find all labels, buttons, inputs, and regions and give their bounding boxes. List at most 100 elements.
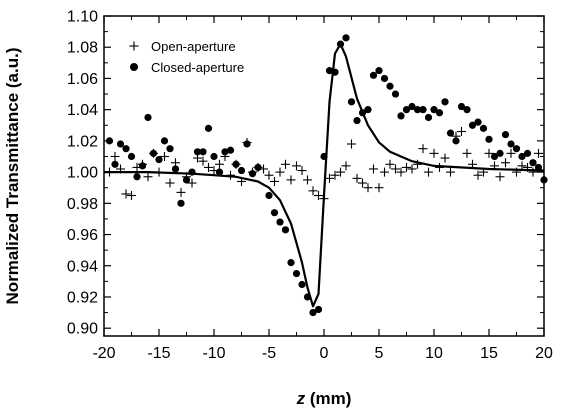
open-aperture-point bbox=[281, 159, 290, 169]
open-aperture-point bbox=[325, 173, 334, 183]
closed-aperture-point bbox=[485, 135, 493, 143]
closed-aperture-point bbox=[479, 124, 488, 132]
closed-aperture-point bbox=[155, 156, 163, 164]
closed-aperture-point bbox=[171, 165, 180, 173]
closed-aperture-point bbox=[452, 137, 460, 145]
open-aperture-point bbox=[380, 167, 389, 177]
open-aperture-point bbox=[204, 162, 213, 172]
closed-aperture-point bbox=[490, 152, 499, 161]
ticks-layer: -20 -15 -10 -5 0 5 10 15 20 0.90 0.92 0.94 0.96 0.98 1… bbox=[67, 9, 553, 363]
closed-aperture-point bbox=[210, 152, 218, 161]
closed-aperture-point bbox=[496, 149, 504, 157]
closed-aperture-point bbox=[364, 106, 372, 114]
y-tick-label: 1.06 bbox=[67, 71, 98, 88]
legend-open-marker bbox=[129, 41, 139, 51]
open-aperture-point bbox=[495, 172, 505, 182]
closed-aperture-point bbox=[441, 98, 449, 106]
open-aperture-point bbox=[303, 175, 312, 185]
closed-aperture-point bbox=[501, 131, 510, 139]
closed-aperture-point bbox=[468, 121, 477, 129]
closed-aperture-point bbox=[342, 34, 350, 42]
closed-aperture-point bbox=[221, 148, 229, 156]
closed-aperture-point bbox=[424, 113, 433, 122]
x-tick-label: 5 bbox=[375, 345, 384, 362]
closed-aperture-point bbox=[518, 152, 526, 161]
open-aperture-point bbox=[391, 164, 400, 174]
open-aperture-point bbox=[396, 167, 406, 177]
open-aperture-point bbox=[121, 189, 131, 199]
open-aperture-point bbox=[127, 191, 136, 201]
open-aperture-point bbox=[198, 156, 208, 166]
open-aperture-point bbox=[363, 183, 373, 193]
open-aperture-point bbox=[308, 186, 318, 196]
y-tick-label: 0.92 bbox=[67, 289, 98, 306]
closed-aperture-point bbox=[122, 145, 130, 153]
closed-aperture-point bbox=[507, 140, 515, 148]
closed-aperture-point bbox=[160, 137, 169, 145]
closed-aperture-point bbox=[430, 106, 438, 114]
open-aperture-point bbox=[484, 148, 494, 158]
closed-aperture-point bbox=[408, 102, 416, 111]
closed-aperture-point bbox=[116, 140, 125, 148]
closed-aperture-point bbox=[133, 173, 141, 181]
closed-aperture-point bbox=[287, 259, 295, 267]
y-tick-label: 0.90 bbox=[67, 321, 98, 338]
open-aperture-point bbox=[457, 127, 466, 137]
y-tick-label: 0.96 bbox=[67, 227, 98, 244]
x-tick-label: -20 bbox=[92, 345, 115, 362]
legend: Open-aperture Closed-aperture bbox=[129, 39, 244, 75]
closed-aperture-point bbox=[446, 129, 455, 137]
x-tick-label: 15 bbox=[480, 345, 498, 362]
y-axis-title: Normalized Transmittance (a.u.) bbox=[3, 48, 22, 305]
open-aperture-point bbox=[176, 187, 186, 197]
closed-aperture-point bbox=[523, 149, 532, 157]
open-aperture-point bbox=[336, 167, 345, 177]
open-aperture-point bbox=[352, 173, 362, 183]
open-aperture-point bbox=[330, 170, 340, 180]
open-aperture-point bbox=[440, 153, 450, 163]
closed-aperture-point bbox=[413, 106, 422, 114]
closed-aperture-point bbox=[182, 176, 191, 184]
closed-aperture-point bbox=[347, 98, 356, 106]
open-aperture-point bbox=[264, 170, 274, 180]
open-aperture-point bbox=[286, 175, 296, 185]
open-aperture-point bbox=[215, 159, 224, 169]
closed-aperture-point bbox=[375, 67, 383, 75]
closed-aperture-point bbox=[166, 145, 174, 153]
y-tick-label: 1.00 bbox=[67, 165, 98, 182]
closed-aperture-point bbox=[353, 116, 361, 125]
open-aperture-point bbox=[143, 172, 153, 182]
closed-aperture-point bbox=[419, 106, 427, 114]
x-axis-unit: (mm) bbox=[305, 389, 351, 408]
closed-aperture-point bbox=[144, 113, 152, 122]
closed-aperture-point bbox=[105, 137, 114, 145]
closed-aperture-point bbox=[111, 160, 119, 168]
open-aperture-point bbox=[165, 178, 175, 188]
open-aperture-point bbox=[369, 164, 378, 174]
y-tick-label: 1.04 bbox=[67, 102, 98, 119]
closed-aperture-point bbox=[457, 102, 466, 111]
closed-aperture-point bbox=[193, 148, 202, 156]
legend-closed-label: Closed-aperture bbox=[151, 60, 244, 75]
closed-aperture-point bbox=[248, 170, 257, 178]
open-aperture-point bbox=[506, 148, 516, 158]
closed-aperture-point bbox=[199, 148, 207, 156]
legend-closed-marker bbox=[130, 63, 138, 71]
open-aperture-point bbox=[187, 178, 197, 188]
closed-aperture-point bbox=[369, 71, 378, 79]
x-tick-label: -10 bbox=[202, 345, 225, 362]
closed-aperture-point bbox=[463, 106, 471, 114]
closed-aperture-point bbox=[386, 82, 394, 90]
open-aperture-point bbox=[270, 176, 279, 186]
legend-dot-icon bbox=[130, 63, 138, 71]
y-tick-label: 1.08 bbox=[67, 40, 98, 57]
x-tick-label: 20 bbox=[535, 345, 553, 362]
open-aperture-point bbox=[429, 148, 439, 158]
open-aperture-point bbox=[528, 167, 538, 177]
closed-aperture-point bbox=[402, 106, 411, 114]
closed-aperture-point bbox=[204, 124, 213, 132]
closed-aperture-point bbox=[474, 118, 482, 126]
open-aperture-point bbox=[446, 167, 455, 177]
closed-aperture-point bbox=[314, 305, 323, 314]
open-aperture-point bbox=[374, 183, 384, 193]
